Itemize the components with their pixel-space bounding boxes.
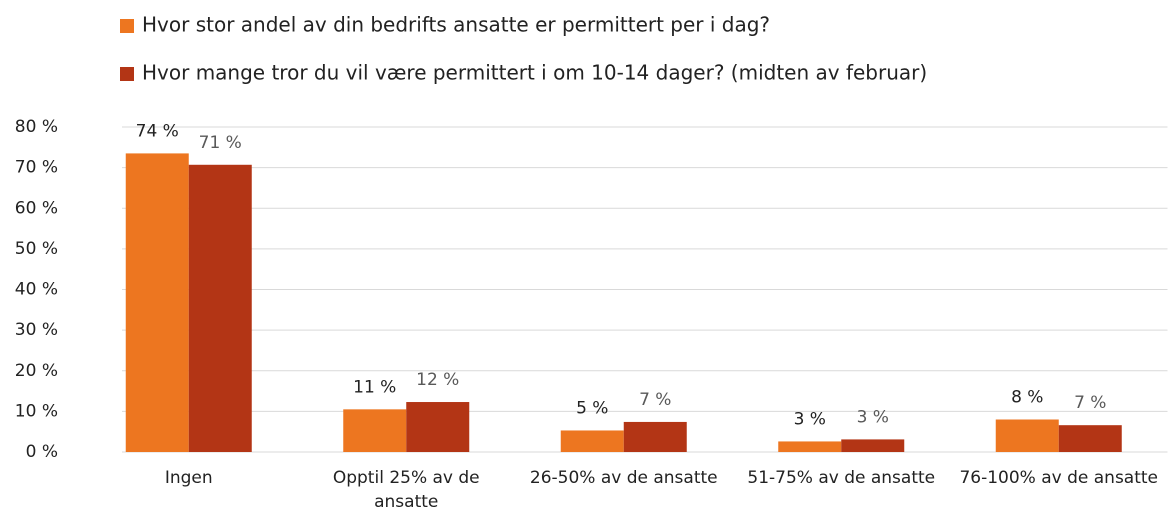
data-label: 3 % [857, 407, 889, 427]
legend-label: Hvor stor andel av din bedrifts ansatte … [142, 13, 770, 37]
legend-swatch [120, 19, 134, 33]
y-tick-label: 80 % [15, 117, 58, 137]
bar [125, 153, 189, 452]
data-label: 5 % [576, 398, 608, 418]
bar [406, 402, 470, 452]
bar [560, 430, 624, 452]
bar [623, 421, 687, 452]
bar [995, 419, 1059, 452]
bar [1058, 425, 1122, 452]
data-label: 8 % [1011, 388, 1043, 408]
data-label: 74 % [136, 121, 179, 141]
data-label: 7 % [1074, 393, 1106, 413]
x-tick-label: Opptil 25% av de ansatte [332, 468, 480, 512]
data-label: 7 % [639, 390, 671, 410]
bar [778, 441, 842, 452]
y-tick-label: 40 % [15, 280, 58, 300]
x-tick-label: 51-75% av de ansatte [747, 468, 936, 488]
y-tick-label: 60 % [15, 198, 58, 218]
data-label: 11 % [353, 377, 396, 397]
bar [188, 164, 252, 452]
y-tick-label: 70 % [15, 158, 58, 178]
data-label: 71 % [199, 133, 242, 153]
x-tick-label: 26-50% av de ansatte [529, 468, 718, 488]
y-tick-label: 10 % [15, 401, 58, 421]
legend-label: Hvor mange tror du vil være permittert i… [142, 61, 927, 85]
legend-swatch [120, 67, 134, 81]
y-tick-label: 30 % [15, 320, 58, 340]
y-tick-label: 50 % [15, 239, 58, 259]
y-tick-label: 20 % [15, 361, 58, 381]
y-tick-label: 0 % [26, 442, 58, 462]
data-label: 12 % [416, 370, 459, 390]
x-tick-label: 76-100% av de ansatte [959, 468, 1159, 488]
bar [343, 409, 407, 452]
bar [841, 439, 905, 452]
data-label: 3 % [794, 409, 826, 429]
x-tick-label: Ingen [164, 468, 213, 488]
